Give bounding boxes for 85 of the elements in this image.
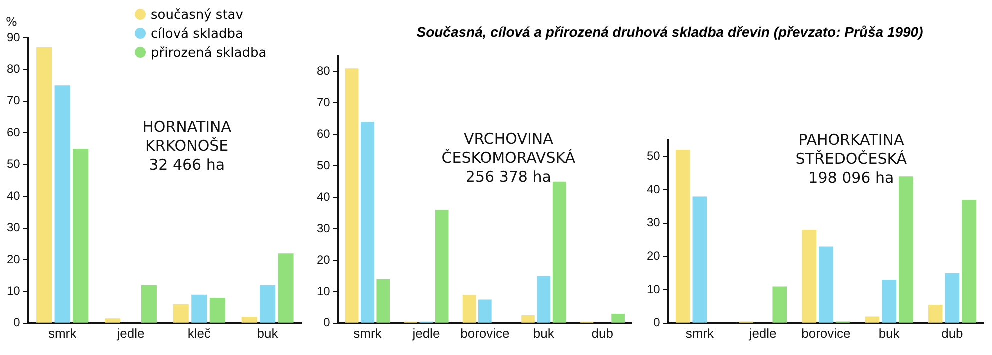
y-tick-label: 30 [6,220,21,235]
y-tick-label: 40 [316,190,331,204]
x-tick-label: buk [257,326,279,341]
y-tick-label: 80 [6,62,21,76]
bar [361,122,374,323]
annotation: HORNATINA [142,118,232,136]
bar [928,305,943,323]
y-tick-label: 70 [316,96,331,110]
y-tick-label: 20 [6,252,21,266]
y-tick-label: 50 [316,158,331,172]
y-tick-label: 20 [316,252,331,267]
x-tick-label: kleč [188,326,212,341]
y-tick-label: 60 [6,125,21,140]
legend-label: přirozená skladba [150,45,267,63]
y-tick-label: 10 [316,284,331,298]
y-tick-label: 50 [646,148,661,163]
bar [772,286,788,323]
bar [435,210,449,323]
annotation: PAHORKATINA [798,131,905,149]
bar [898,176,914,323]
annotation: STŘEDOČESKÁ [796,150,908,168]
bar [141,285,157,323]
text: Současná, cílová a přirozená druhová skladba dřevin (převzato: Průša 1990) [416,24,924,40]
y-tick-label: 60 [316,126,331,141]
bar [210,298,226,323]
annotation: 198 096 ha [808,169,894,187]
y-tick-label: 40 [646,182,661,196]
bar [802,230,816,323]
bar [612,314,625,323]
y-tick-label: 80 [316,64,331,78]
y-tick-label: 40 [6,188,21,203]
y-tick-label: 50 [6,157,21,172]
bar [242,317,258,323]
annotation: KRKONOŠE [146,137,229,156]
bar [945,273,960,323]
y-tick-label: 70 [6,94,21,108]
bar [522,316,535,323]
bar [376,279,390,323]
y-tick-label: 0 [14,316,21,330]
bar [962,200,976,323]
y-tick-label: 20 [646,249,661,264]
x-tick-label: smrk [686,326,714,341]
x-tick-label: jedle [116,326,145,341]
bar [882,280,896,323]
bar [36,48,52,323]
x-tick-label: buk [533,326,555,341]
x-tick-label: jedle [412,326,440,341]
bar [173,304,189,323]
bar [192,294,208,323]
y-tick-label: 0 [324,316,331,330]
bar [73,148,89,323]
y-tick-label: 10 [6,284,21,298]
bar [819,246,834,323]
y-tick-label: 0 [654,316,661,330]
x-tick-label: borovice [460,326,510,341]
x-tick-label: smrk [48,326,78,341]
x-tick-label: borovice [802,326,851,341]
bar [462,295,476,323]
legend-label: cílová skladba [150,26,244,44]
x-tick-label: jedle [748,326,777,341]
x-tick-label: smrk [354,326,382,341]
bar [54,86,70,323]
bar [345,68,359,323]
bar [260,285,276,323]
annotation: 256 378 ha [466,168,552,186]
y-tick-label: 10 [646,282,661,296]
y-tick-label: 90 [6,30,21,44]
y-tick-label: 30 [646,216,661,230]
bar [676,150,690,323]
x-tick-label: dub [942,326,964,341]
bar [478,300,492,323]
bar [552,182,566,323]
legend-label: současný stav [150,7,244,25]
annotation: ČESKOMORAVSKÁ [442,149,576,168]
x-tick-label: dub [592,326,614,341]
bar [537,276,551,323]
bar [278,254,294,323]
annotation: VRCHOVINA [464,130,554,148]
x-tick-label: buk [878,326,900,341]
y-axis-title: % [6,15,18,29]
y-tick-label: 30 [316,221,331,236]
annotation: 32 466 ha [149,156,226,174]
bar [692,196,708,323]
bar [104,318,120,323]
bar [865,316,880,323]
